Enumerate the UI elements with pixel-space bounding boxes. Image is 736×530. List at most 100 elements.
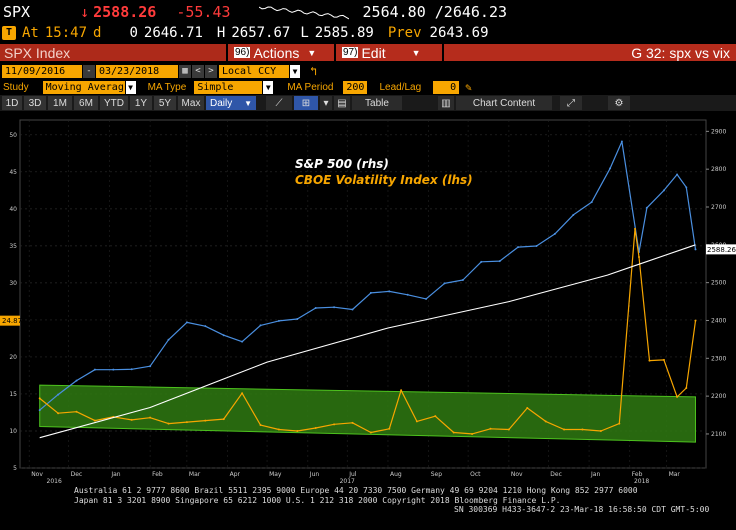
chevron-down-icon[interactable]: ▾ (320, 96, 332, 110)
prev-period-button[interactable]: < (192, 64, 204, 78)
data-point (57, 393, 60, 396)
leadlag-input[interactable]: 0 (433, 80, 460, 94)
data-point (277, 428, 280, 431)
x-tick-label: Oct (470, 471, 481, 478)
period-button-3d[interactable]: 3D (24, 96, 46, 110)
data-point (461, 279, 464, 282)
chart-type-icon[interactable]: ⊞ (294, 96, 318, 110)
data-point (634, 227, 637, 230)
table-button[interactable]: Table (352, 96, 402, 110)
table-icon[interactable]: ▤ (334, 96, 350, 110)
chevron-down-icon[interactable]: ▼ (125, 80, 136, 94)
legend-vix: CBOE Volatility Index (lhs) (295, 173, 473, 187)
chart-content-icon[interactable]: ▥ (438, 96, 454, 110)
period-button-1y[interactable]: 1Y (130, 96, 152, 110)
data-point (333, 306, 336, 309)
start-date-input[interactable]: 11/09/2016 (2, 64, 82, 78)
y-right-tick-label: 2700 (711, 204, 726, 211)
channel-band (39, 384, 696, 443)
period-button-5y[interactable]: 5Y (154, 96, 176, 110)
pencil-icon[interactable]: ✎ (465, 80, 472, 94)
data-point (167, 422, 170, 425)
x-tick-label: Feb (632, 471, 643, 478)
data-point (572, 213, 575, 216)
data-point (400, 389, 403, 392)
data-point (443, 282, 446, 285)
ma-period-input[interactable]: 200 (343, 80, 368, 94)
period-button-1d[interactable]: 1D (2, 96, 22, 110)
x-tick-label: Nov (31, 471, 43, 478)
at-label: At (22, 24, 39, 41)
x-axis: Nov Dec Jan Feb Mar Apr May Jun Jul Aug Sep Oct Nov D… (31, 471, 680, 485)
ticker-symbol: SPX (3, 3, 31, 21)
actions-menu-button[interactable]: 96) Actions ▼ (228, 44, 334, 61)
data-point (535, 244, 538, 247)
expand-icon[interactable]: ⤢ (560, 96, 582, 110)
x-tick-label: Dec (71, 471, 83, 478)
chart-svg[interactable]: 5101520253035404550 21002200230024002500… (0, 112, 736, 485)
x-tick-label: Jun (309, 471, 320, 478)
period-button-6m[interactable]: 6M (74, 96, 98, 110)
data-point (590, 201, 593, 204)
y-left-tick-label: 50 (9, 132, 17, 139)
footer-session: SN 300369 H433-3647-2 23-Mar-18 16:58:50… (454, 505, 710, 514)
data-point (676, 395, 679, 398)
data-point (222, 334, 225, 337)
prev-value: 2643.69 (429, 24, 489, 41)
open-label: 0 (129, 24, 138, 41)
date-separator: - (83, 64, 95, 78)
y-right-tick-label: 2300 (711, 355, 726, 362)
study-select[interactable]: Moving Averag (42, 80, 125, 94)
vix-series-line (39, 228, 697, 435)
date-range-row: 11/09/2016 - 03/23/2018 ▦ < > Local CCY … (0, 64, 736, 78)
data-point (204, 419, 207, 422)
data-point (662, 189, 665, 192)
period-button-max[interactable]: Max (178, 96, 204, 110)
data-point (489, 427, 492, 430)
chart-area[interactable]: 5101520253035404550 21002200230024002500… (0, 112, 736, 485)
trade-time: 15:47 (44, 24, 88, 41)
data-point (406, 293, 409, 296)
x-tick-label: Jan (110, 471, 120, 478)
study-row: Study Moving Averag ▼ MA Type Simple ▼ M… (0, 80, 736, 94)
spx-last-value: 2588.26 (707, 246, 736, 254)
line-chart-icon[interactable]: ⟋ (266, 96, 292, 110)
y-left-tick-label: 5 (13, 465, 17, 472)
ma-type-select[interactable]: Simple (194, 80, 263, 94)
y-left-tick-label: 15 (9, 391, 17, 398)
data-point (167, 338, 170, 341)
period-button-ytd[interactable]: YTD (100, 96, 128, 110)
data-point (241, 392, 244, 395)
x-tick-label: Nov (511, 471, 523, 478)
y-right-tick-label: 2900 (711, 128, 726, 135)
footer: Australia 61 2 9777 8600 Brazil 5511 239… (0, 486, 736, 515)
data-point (599, 429, 602, 432)
edit-menu-button[interactable]: 97) Edit ▼ (336, 44, 442, 61)
data-point (314, 306, 317, 309)
next-period-button[interactable]: > (205, 64, 217, 78)
y-left-tick-label: 30 (9, 280, 17, 287)
data-point (563, 428, 566, 431)
data-point (75, 379, 78, 382)
data-point (618, 422, 621, 425)
currency-select[interactable]: Local CCY (219, 64, 289, 78)
chevron-down-icon[interactable]: ▼ (290, 64, 300, 78)
data-point (185, 421, 188, 424)
end-date-input[interactable]: 03/23/2018 (96, 64, 178, 78)
low-label: L (300, 24, 309, 41)
data-point (149, 365, 152, 368)
frequency-select[interactable]: Daily ▼ (206, 96, 256, 110)
x-year-label: 2017 (340, 478, 355, 484)
period-button-1m[interactable]: 1M (48, 96, 72, 110)
x-tick-label: Jul (348, 471, 357, 478)
chevron-down-icon: ▼ (411, 47, 421, 58)
frequency-label: Daily (210, 97, 233, 109)
calendar-icon[interactable]: ▦ (179, 64, 191, 78)
data-point (130, 418, 133, 421)
high-value: 2657.67 (231, 24, 291, 41)
gear-icon[interactable]: ⚙ (608, 96, 630, 110)
chevron-down-icon[interactable]: ▼ (263, 80, 274, 94)
data-point (620, 140, 623, 143)
undo-icon[interactable]: ↰ (310, 64, 318, 78)
chart-content-button[interactable]: Chart Content (456, 96, 552, 110)
